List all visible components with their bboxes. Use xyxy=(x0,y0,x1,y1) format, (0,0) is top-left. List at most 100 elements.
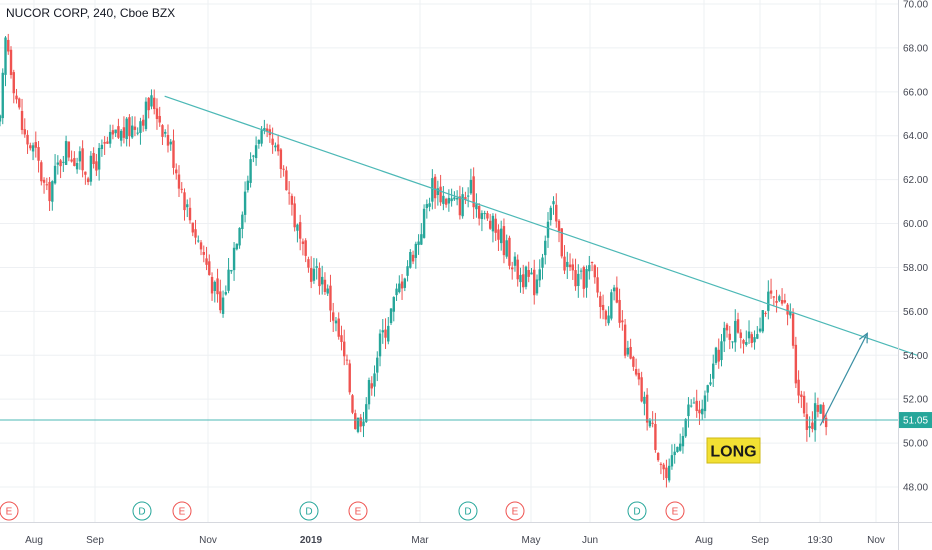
candle xyxy=(626,340,630,357)
projection-arrow[interactable] xyxy=(819,332,868,426)
candle xyxy=(502,218,506,264)
candle xyxy=(384,318,387,349)
candle xyxy=(439,174,442,206)
candle xyxy=(188,197,192,224)
candle xyxy=(486,210,489,221)
candle xyxy=(577,264,580,298)
candle xyxy=(714,346,718,365)
candle xyxy=(816,397,820,418)
candle xyxy=(197,235,200,243)
candle xyxy=(219,279,222,314)
candle xyxy=(549,205,552,226)
candle xyxy=(183,188,186,221)
svg-text:E: E xyxy=(512,507,519,518)
candle xyxy=(607,306,610,326)
candle xyxy=(348,359,351,395)
candle xyxy=(750,331,753,348)
candle xyxy=(444,197,448,208)
chart-grid xyxy=(0,0,898,522)
candle xyxy=(585,265,588,298)
candle xyxy=(673,443,676,464)
earnings-event-marker[interactable]: E xyxy=(0,501,19,521)
candle xyxy=(455,190,459,206)
candle xyxy=(53,154,57,185)
candle xyxy=(659,462,663,475)
earnings-event-marker[interactable]: E xyxy=(172,501,192,521)
time-axis[interactable]: Aug Sep Nov 2019 Mar May Jun Aug Sep 19:30 Nov xyxy=(0,522,932,547)
candle xyxy=(290,193,294,216)
candle xyxy=(100,139,104,157)
dividend-event-marker[interactable]: D xyxy=(627,501,647,521)
candle xyxy=(546,212,550,248)
candle xyxy=(70,150,73,163)
candle xyxy=(400,274,404,300)
svg-text:E: E xyxy=(672,507,679,518)
candle xyxy=(819,404,822,414)
candle xyxy=(522,264,525,294)
svg-text:D: D xyxy=(633,507,640,518)
descending-trendline[interactable] xyxy=(164,95,918,356)
candle xyxy=(337,312,340,340)
candle xyxy=(678,433,682,452)
candle xyxy=(175,163,178,180)
candle xyxy=(535,274,539,296)
candle xyxy=(813,392,817,442)
candle xyxy=(544,235,547,265)
candle xyxy=(557,219,561,243)
candle xyxy=(425,199,429,219)
candle xyxy=(530,267,533,275)
candle xyxy=(505,234,508,259)
candle xyxy=(365,397,368,423)
candle xyxy=(191,222,194,237)
x-tick-label: Sep xyxy=(86,535,104,546)
candle xyxy=(23,118,26,138)
candle xyxy=(783,293,787,304)
candle xyxy=(632,355,635,371)
dividend-event-marker[interactable]: D xyxy=(458,501,478,521)
candle xyxy=(527,261,530,283)
candle xyxy=(84,171,87,185)
candle xyxy=(717,338,720,369)
candle xyxy=(334,316,338,332)
candle xyxy=(177,165,181,198)
candle xyxy=(698,400,701,425)
candle xyxy=(643,391,646,416)
candle xyxy=(387,317,390,345)
candle xyxy=(645,388,649,431)
candle xyxy=(249,152,252,188)
price-axis[interactable]: 48.00 50.00 52.00 54.00 56.00 58.00 60.00 62.00… xyxy=(898,0,932,550)
dividend-event-marker[interactable]: D xyxy=(132,501,152,521)
earnings-event-marker[interactable]: E xyxy=(348,501,368,521)
candle xyxy=(221,290,225,318)
candle xyxy=(665,459,668,488)
candle xyxy=(756,326,759,340)
dividend-event-marker[interactable]: D xyxy=(299,501,319,521)
candle xyxy=(811,411,814,433)
candle xyxy=(298,214,302,251)
candle xyxy=(742,338,745,354)
candle xyxy=(786,303,789,326)
candle xyxy=(499,220,503,251)
candle xyxy=(588,255,591,280)
candle xyxy=(497,224,500,251)
candle xyxy=(232,242,236,281)
candle xyxy=(758,317,762,333)
y-tick-label: 54.00 xyxy=(903,351,928,362)
long-annotation-label: LONG xyxy=(710,444,756,461)
candle xyxy=(593,264,597,284)
candle xyxy=(494,213,497,241)
earnings-event-marker[interactable]: E xyxy=(505,501,525,521)
candle xyxy=(56,155,60,175)
candle xyxy=(692,397,696,404)
y-tick-label: 48.00 xyxy=(903,483,928,494)
candle xyxy=(122,116,126,144)
earnings-event-marker[interactable]: E xyxy=(665,501,685,521)
x-tick-label: 2019 xyxy=(300,535,323,546)
candle xyxy=(20,98,24,135)
candle xyxy=(318,262,321,295)
y-tick-label: 52.00 xyxy=(903,395,928,406)
svg-text:D: D xyxy=(464,507,471,518)
candle xyxy=(136,127,139,136)
candle xyxy=(414,241,418,269)
